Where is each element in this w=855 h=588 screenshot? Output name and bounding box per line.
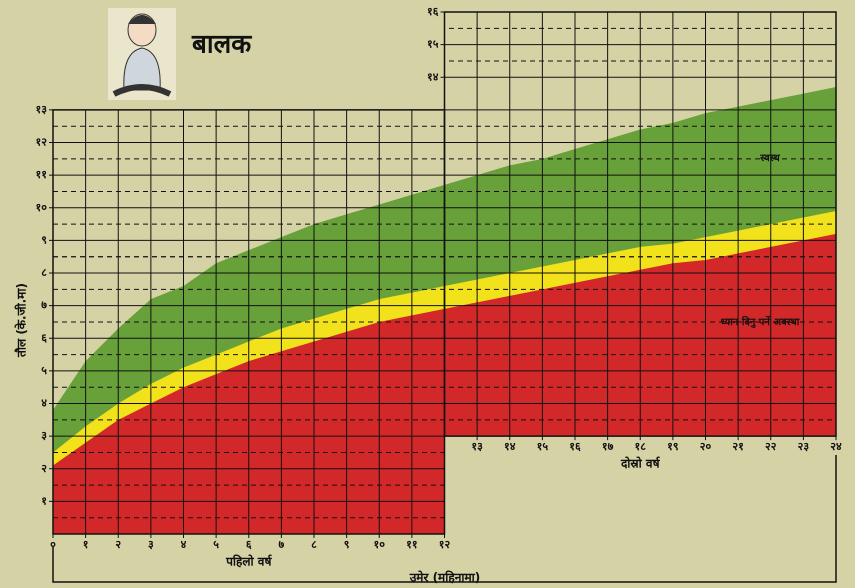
- x-tick-label: १२: [439, 538, 451, 551]
- y-tick-label: ११: [36, 168, 47, 181]
- y-tick-label: १६: [427, 5, 439, 18]
- y-tick-label: ५: [41, 364, 47, 377]
- x-tick-label: ७: [279, 538, 285, 551]
- x-tick-label: १०: [374, 538, 386, 551]
- y-tick-label: ४: [41, 397, 47, 410]
- x-tick-label: १६: [569, 440, 581, 453]
- x-tick-label: १: [83, 538, 89, 551]
- y-tick-label: १५: [427, 38, 439, 51]
- y-tick-label: १२: [36, 136, 48, 149]
- y-tick-label: १३: [36, 103, 48, 116]
- x-tick-label: १५: [537, 440, 549, 453]
- y-tick-label: ८: [41, 266, 47, 279]
- y-axis-label: तौल (के.जी.मा): [15, 283, 29, 358]
- x-axis-label: उमेर (महिनामा): [409, 571, 481, 585]
- y-tick-label: २: [41, 462, 47, 475]
- y-tick-label: १४: [427, 70, 439, 83]
- child-icon: [108, 8, 176, 100]
- y-tick-label: १: [41, 494, 47, 507]
- x-tick-label: १८: [635, 440, 647, 453]
- x-tick-label: २१: [732, 440, 743, 453]
- x-tick-label: २३: [798, 440, 810, 453]
- x-tick-label: ५: [213, 538, 219, 551]
- y-tick-label: ७: [41, 299, 47, 312]
- x-tick-label: ६: [246, 538, 252, 551]
- y-tick-label: १०: [36, 201, 48, 214]
- chart-title: बालक: [191, 30, 252, 60]
- bracket: [52, 455, 837, 583]
- x-tick-label: ११: [406, 538, 417, 551]
- y-tick-label: ६: [41, 331, 47, 344]
- x-tick-label: २४: [830, 440, 842, 453]
- x-tick-label: २: [115, 538, 121, 551]
- x-tick-label: १३: [471, 440, 483, 453]
- y-tick-label: ९: [41, 233, 47, 246]
- x-tick-label: १७: [602, 440, 614, 453]
- x-tick-label: ९: [344, 538, 350, 551]
- x-tick-label: २२: [765, 440, 777, 453]
- x-tick-label: १४: [504, 440, 516, 453]
- x-tick-label: २०: [700, 440, 712, 453]
- x-tick-label: ८: [311, 538, 317, 551]
- annotation: ध्यान दिनु पर्ने अवस्था: [721, 315, 800, 328]
- panel-label: पहिलो वर्ष: [225, 555, 272, 569]
- y-tick-label: ३: [41, 429, 47, 442]
- x-tick-label: १९: [667, 440, 679, 453]
- annotation: स्वस्थ: [759, 153, 780, 164]
- x-tick-label: ३: [148, 538, 154, 551]
- x-tick-label: ०: [50, 538, 56, 551]
- x-tick-label: ४: [181, 538, 187, 551]
- panel-label: दोस्रो वर्ष: [620, 457, 661, 471]
